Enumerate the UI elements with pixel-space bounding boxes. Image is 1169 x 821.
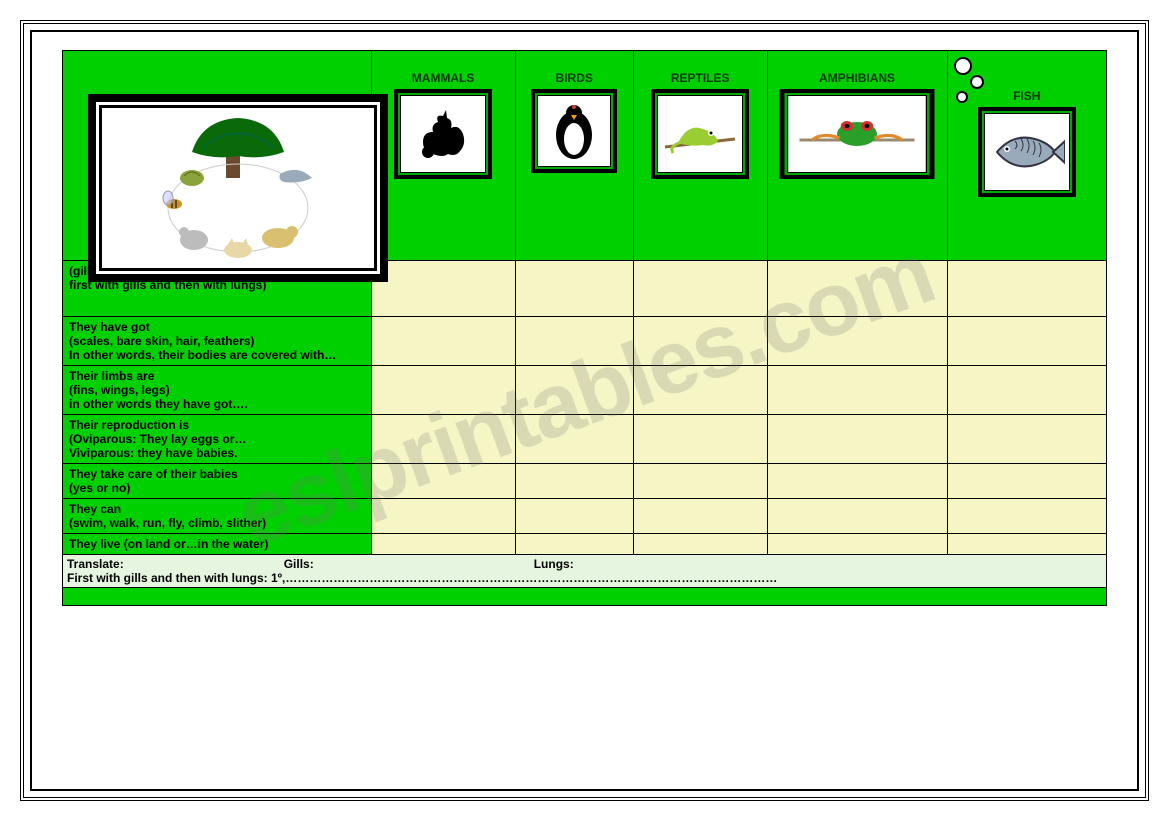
answer-cell[interactable] <box>947 366 1106 415</box>
header-cell-fish: FISH <box>947 51 1106 261</box>
squirrel-icon <box>413 104 473 164</box>
answer-cell[interactable] <box>767 317 947 366</box>
header-cell-amphibians: AMPHIBIANS <box>767 51 947 261</box>
answer-cell[interactable] <box>633 415 767 464</box>
bubble-icon <box>970 75 984 89</box>
translate-line2: First with gills and then with lungs: 1º… <box>67 571 1102 585</box>
answer-cell[interactable] <box>947 464 1106 499</box>
answer-cell[interactable] <box>371 366 515 415</box>
answer-cell[interactable] <box>947 261 1106 317</box>
table-row: They take care of their babies (yes or n… <box>63 464 1107 499</box>
answer-cell[interactable] <box>515 499 633 534</box>
row-label: Their reproduction is (Oviparous: They l… <box>63 415 372 464</box>
translate-gills: Gills: <box>284 557 314 571</box>
answer-cell[interactable] <box>767 464 947 499</box>
answer-cell[interactable] <box>767 261 947 317</box>
row-label: They live (on land or…in the water) <box>63 534 372 555</box>
header-label: FISH <box>952 89 1102 103</box>
fish-icon <box>989 127 1065 177</box>
answer-cell[interactable] <box>767 415 947 464</box>
answer-cell[interactable] <box>633 261 767 317</box>
page-inner-frame: eslprintables.com MAMMALS <box>30 30 1139 791</box>
translate-row: Translate: Gills: Lungs: First with gill… <box>63 555 1107 588</box>
header-label: REPTILES <box>638 71 763 85</box>
bubble-icon <box>954 57 972 75</box>
answer-cell[interactable] <box>947 317 1106 366</box>
answer-cell[interactable] <box>371 499 515 534</box>
answer-cell[interactable] <box>515 261 633 317</box>
answer-cell[interactable] <box>633 317 767 366</box>
answer-cell[interactable] <box>371 415 515 464</box>
header-cell-reptiles: REPTILES <box>633 51 767 261</box>
table-row: Their reproduction is (Oviparous: They l… <box>63 415 1107 464</box>
table-row: They have got (scales, bare skin, hair, … <box>63 317 1107 366</box>
answer-cell[interactable] <box>371 464 515 499</box>
translate-lungs: Lungs: <box>534 557 574 571</box>
page-outer-frame: eslprintables.com MAMMALS <box>20 20 1149 801</box>
frog-icon <box>795 104 920 164</box>
answer-cell[interactable] <box>767 499 947 534</box>
table-row: They can (swim, walk, run, fly, climb, s… <box>63 499 1107 534</box>
penguin-icon <box>549 101 599 161</box>
row-label: Their limbs are (fins, wings, legs) in o… <box>63 366 372 415</box>
header-cell-birds: BIRDS <box>515 51 633 261</box>
answer-cell[interactable] <box>633 534 767 555</box>
footer-cell <box>63 588 1107 606</box>
header-label: BIRDS <box>520 71 629 85</box>
answer-cell[interactable] <box>633 366 767 415</box>
header-label: MAMMALS <box>376 71 511 85</box>
chameleon-icon <box>663 109 737 159</box>
answer-cell[interactable] <box>633 464 767 499</box>
answer-cell[interactable] <box>515 366 633 415</box>
answer-cell[interactable] <box>371 317 515 366</box>
row-label: They take care of their babies (yes or n… <box>63 464 372 499</box>
footer-row <box>63 588 1107 606</box>
answer-cell[interactable] <box>371 261 515 317</box>
answer-cell[interactable] <box>947 499 1106 534</box>
answer-cell[interactable] <box>767 534 947 555</box>
header-cell-mammals: MAMMALS <box>371 51 515 261</box>
answer-cell[interactable] <box>767 366 947 415</box>
answer-cell[interactable] <box>515 415 633 464</box>
answer-cell[interactable] <box>515 534 633 555</box>
animal-circle-icon <box>102 108 374 268</box>
row-label: They have got (scales, bare skin, hair, … <box>63 317 372 366</box>
row-label: They can (swim, walk, run, fly, climb, s… <box>63 499 372 534</box>
answer-cell[interactable] <box>515 464 633 499</box>
answer-cell[interactable] <box>947 534 1106 555</box>
translate-label: Translate: <box>67 557 124 571</box>
answer-cell[interactable] <box>633 499 767 534</box>
translate-cell[interactable]: Translate: Gills: Lungs: First with gill… <box>63 555 1107 588</box>
table-row: They live (on land or…in the water) <box>63 534 1107 555</box>
answer-cell[interactable] <box>371 534 515 555</box>
bubble-icon <box>956 91 968 103</box>
answer-cell[interactable] <box>515 317 633 366</box>
answer-cell[interactable] <box>947 415 1106 464</box>
header-label: AMPHIBIANS <box>772 71 943 85</box>
hero-picture-frame <box>88 94 388 282</box>
table-row: Their limbs are (fins, wings, legs) in o… <box>63 366 1107 415</box>
